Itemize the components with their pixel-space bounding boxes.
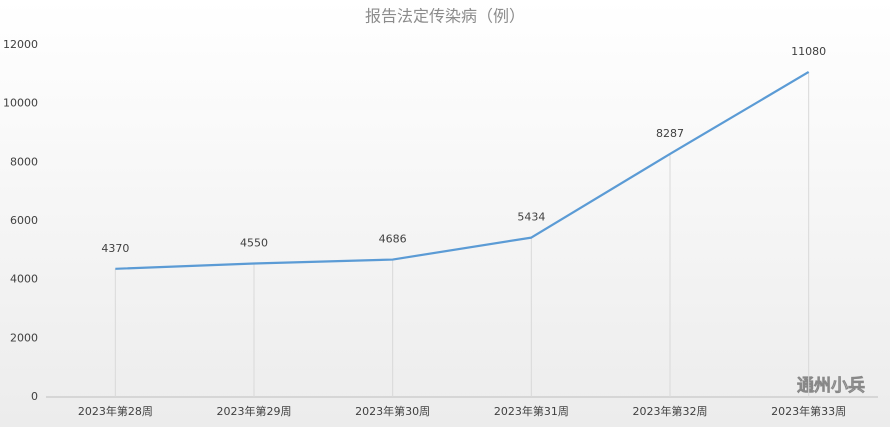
y-tick-label: 4000 [10,273,38,286]
data-label: 5434 [517,211,545,224]
x-tick-label: 2023年第29周 [217,404,292,418]
chart-title: 报告法定传染病（例） [365,7,525,26]
x-tick-label: 2023年第33周 [771,404,846,418]
y-tick-label: 8000 [10,155,38,168]
y-tick-label: 6000 [10,214,38,227]
x-tick-label: 2023年第32周 [633,404,708,418]
y-tick-label: 0 [31,390,38,403]
watermark: 通州小兵 [797,375,865,396]
x-tick-label: 2023年第28周 [78,404,153,418]
data-label: 11080 [791,45,826,58]
y-tick-label: 2000 [10,331,38,344]
y-tick-label: 12000 [3,38,38,51]
x-tick-label: 2023年第30周 [355,404,430,418]
data-label: 4370 [101,242,129,255]
data-label: 4686 [379,233,407,246]
data-label: 4550 [240,237,268,250]
x-tick-label: 2023年第31周 [494,404,569,418]
y-tick-label: 10000 [3,97,38,110]
series-line [115,71,810,270]
data-label: 8287 [656,127,684,140]
